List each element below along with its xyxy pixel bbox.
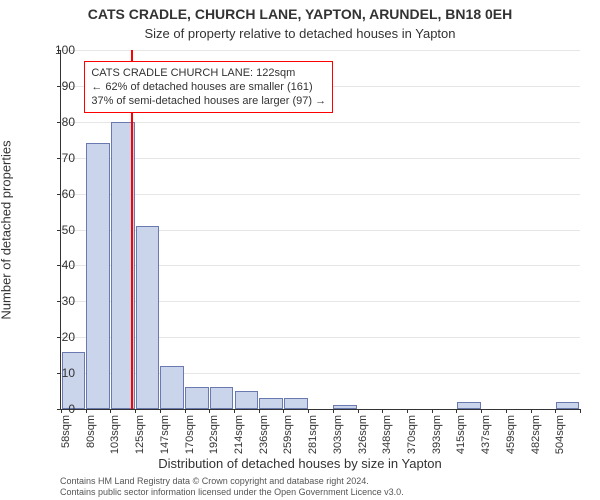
y-tick-label: 10 [45, 366, 75, 380]
histogram-bar [333, 405, 356, 409]
x-tick-label: 504sqm [554, 415, 566, 455]
y-tick-label: 60 [45, 187, 75, 201]
x-tick-mark [185, 409, 186, 413]
x-tick-mark [481, 409, 482, 413]
footer-line-1: Contains HM Land Registry data © Crown c… [60, 476, 580, 487]
x-tick-mark [456, 409, 457, 413]
histogram-bar [556, 402, 579, 409]
histogram-bar [86, 143, 109, 409]
y-tick-label: 80 [45, 115, 75, 129]
x-tick-label: 326sqm [357, 415, 369, 455]
x-tick-mark [234, 409, 235, 413]
x-tick-mark [160, 409, 161, 413]
x-tick-label: 482sqm [530, 415, 542, 455]
chart-container: CATS CRADLE, CHURCH LANE, YAPTON, ARUNDE… [0, 0, 600, 500]
x-tick-mark [110, 409, 111, 413]
x-tick-mark [259, 409, 260, 413]
legend-line-1: CATS CRADLE CHURCH LANE: 122sqm [91, 66, 326, 80]
x-tick-mark [86, 409, 87, 413]
x-tick-label: 125sqm [134, 415, 146, 455]
legend-line-3: 37% of semi-detached houses are larger (… [91, 94, 326, 108]
x-tick-label: 281sqm [307, 415, 319, 455]
chart-title-main: CATS CRADLE, CHURCH LANE, YAPTON, ARUNDE… [0, 6, 600, 22]
histogram-bar [210, 387, 233, 409]
plot-area: CATS CRADLE CHURCH LANE: 122sqm← 62% of … [60, 50, 580, 410]
x-tick-label: 147sqm [159, 415, 171, 455]
x-tick-label: 214sqm [233, 415, 245, 455]
x-tick-mark [308, 409, 309, 413]
y-tick-label: 70 [45, 151, 75, 165]
chart-title-sub: Size of property relative to detached ho… [0, 26, 600, 41]
y-tick-label: 20 [45, 330, 75, 344]
histogram-bar [160, 366, 183, 409]
y-tick-label: 40 [45, 258, 75, 272]
x-tick-mark [407, 409, 408, 413]
x-tick-label: 393sqm [431, 415, 443, 455]
x-tick-label: 236sqm [258, 415, 270, 455]
x-tick-mark [580, 409, 581, 413]
histogram-bar [284, 398, 307, 409]
histogram-bar [259, 398, 282, 409]
y-tick-label: 50 [45, 223, 75, 237]
gridline [61, 122, 580, 123]
y-tick-label: 30 [45, 294, 75, 308]
x-tick-mark [382, 409, 383, 413]
gridline [61, 194, 580, 195]
x-tick-mark [432, 409, 433, 413]
footer-attribution: Contains HM Land Registry data © Crown c… [60, 476, 580, 498]
x-tick-mark [555, 409, 556, 413]
gridline [61, 50, 580, 51]
x-tick-mark [283, 409, 284, 413]
y-tick-label: 90 [45, 79, 75, 93]
histogram-bar [235, 391, 258, 409]
x-tick-mark [358, 409, 359, 413]
x-tick-label: 259sqm [282, 415, 294, 455]
x-tick-label: 370sqm [406, 415, 418, 455]
histogram-bar [136, 226, 159, 409]
histogram-bar [185, 387, 208, 409]
x-tick-label: 192sqm [208, 415, 220, 455]
x-tick-mark [531, 409, 532, 413]
x-tick-label: 58sqm [60, 415, 72, 455]
x-tick-label: 103sqm [109, 415, 121, 455]
x-tick-mark [209, 409, 210, 413]
x-tick-mark [135, 409, 136, 413]
legend-box: CATS CRADLE CHURCH LANE: 122sqm← 62% of … [84, 61, 333, 113]
legend-line-2: ← 62% of detached houses are smaller (16… [91, 80, 326, 94]
y-tick-label: 100 [45, 43, 75, 57]
x-axis-label: Distribution of detached houses by size … [0, 456, 600, 471]
footer-line-2: Contains public sector information licen… [60, 487, 580, 498]
histogram-bar [457, 402, 480, 409]
x-tick-label: 348sqm [381, 415, 393, 455]
x-tick-label: 437sqm [480, 415, 492, 455]
gridline [61, 158, 580, 159]
x-tick-label: 170sqm [184, 415, 196, 455]
y-tick-label: 0 [45, 402, 75, 416]
x-tick-mark [506, 409, 507, 413]
y-axis-label: Number of detached properties [0, 140, 14, 319]
x-tick-label: 459sqm [505, 415, 517, 455]
x-tick-mark [333, 409, 334, 413]
x-tick-label: 303sqm [332, 415, 344, 455]
x-tick-label: 415sqm [455, 415, 467, 455]
histogram-bar [62, 352, 85, 409]
x-tick-label: 80sqm [85, 415, 97, 455]
